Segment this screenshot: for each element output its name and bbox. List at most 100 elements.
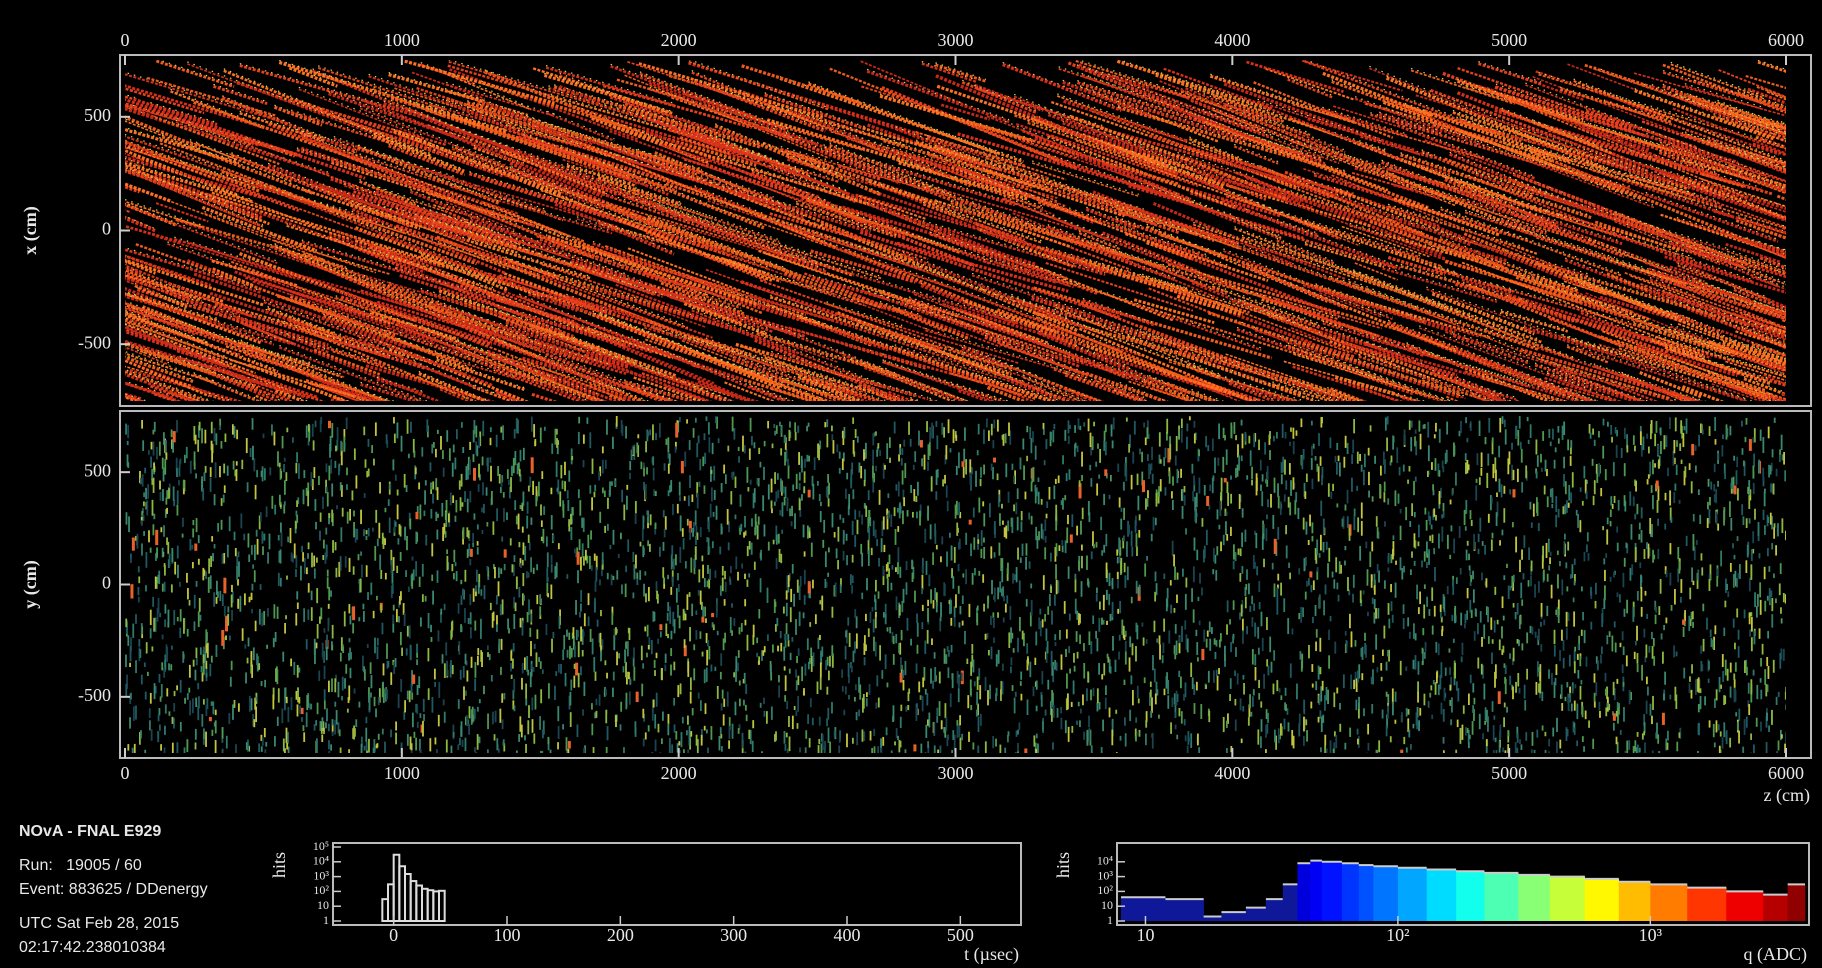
hit <box>1383 451 1385 464</box>
hit <box>1186 437 1188 450</box>
hit <box>196 518 198 532</box>
hit <box>1156 638 1158 642</box>
hit <box>212 701 214 706</box>
hit <box>1725 660 1727 676</box>
hit <box>701 735 703 746</box>
hit <box>754 442 756 448</box>
hit <box>346 468 348 476</box>
hit <box>480 629 482 639</box>
hit <box>665 516 667 530</box>
hit <box>852 575 854 583</box>
hit <box>675 731 677 740</box>
hit <box>1639 748 1641 753</box>
hit <box>616 652 618 666</box>
hit <box>1511 576 1513 588</box>
hit <box>516 516 518 525</box>
hit <box>708 646 710 659</box>
hit <box>1074 666 1076 672</box>
hit <box>968 732 970 742</box>
hit <box>747 580 749 587</box>
hit <box>982 501 984 506</box>
hit <box>1488 418 1490 433</box>
hit <box>308 583 310 592</box>
hit <box>959 539 961 549</box>
hit <box>645 484 647 499</box>
hit <box>360 510 362 524</box>
hit <box>1655 732 1657 739</box>
hit <box>208 577 210 593</box>
hit <box>1041 671 1043 684</box>
hit <box>477 648 479 655</box>
hit <box>1601 614 1603 627</box>
hit <box>1545 732 1547 736</box>
hit <box>1245 587 1247 596</box>
hit <box>814 457 816 470</box>
hit <box>665 654 667 663</box>
hit <box>225 635 227 640</box>
hit <box>452 495 454 503</box>
hit <box>863 731 865 741</box>
hit <box>700 631 702 639</box>
hit <box>1026 456 1028 461</box>
hit <box>1521 549 1523 559</box>
hit <box>287 732 289 744</box>
hit <box>1369 552 1371 568</box>
hit <box>1277 574 1279 581</box>
hit <box>711 613 714 617</box>
hit <box>456 429 458 439</box>
hit <box>834 532 836 538</box>
hit <box>187 588 189 599</box>
hit <box>1426 520 1428 531</box>
hit <box>1674 589 1676 605</box>
hit <box>198 535 200 543</box>
hit <box>962 595 964 604</box>
hit <box>474 621 476 631</box>
hit <box>924 641 926 654</box>
hit <box>1199 573 1201 584</box>
hit <box>1632 607 1634 622</box>
hit <box>1610 509 1612 517</box>
hit <box>1049 487 1051 500</box>
hit <box>450 492 452 505</box>
hit <box>1181 429 1183 442</box>
hit <box>244 593 246 605</box>
hit <box>988 430 990 441</box>
hit <box>1013 504 1015 511</box>
hit <box>1066 527 1068 543</box>
hit <box>1760 658 1762 667</box>
hit <box>498 581 500 596</box>
hit <box>251 698 253 710</box>
hit <box>1557 551 1559 555</box>
hit <box>894 422 896 434</box>
hit <box>247 658 249 664</box>
hit <box>1002 435 1004 440</box>
hit <box>1315 681 1317 690</box>
hit <box>1083 422 1085 426</box>
hit <box>892 565 894 569</box>
hit <box>1087 578 1089 585</box>
hit <box>286 576 288 580</box>
hit <box>290 528 292 543</box>
hit <box>1712 640 1714 649</box>
hit <box>469 706 471 718</box>
hit <box>1112 636 1114 651</box>
hit <box>1260 701 1262 707</box>
hit <box>1754 630 1756 644</box>
hit <box>723 714 725 725</box>
hit <box>499 709 501 723</box>
hit <box>1083 663 1085 679</box>
hit <box>858 709 860 716</box>
hit <box>777 473 779 480</box>
hit <box>1167 588 1169 599</box>
hit <box>1223 535 1225 545</box>
hit <box>392 615 394 624</box>
hit <box>452 665 454 674</box>
hit <box>1377 527 1379 538</box>
hit <box>487 458 489 472</box>
hit <box>1588 720 1590 727</box>
hit <box>1155 518 1157 525</box>
hit <box>256 470 258 477</box>
hit <box>700 700 702 711</box>
hit <box>1663 435 1665 449</box>
hit <box>684 639 686 648</box>
